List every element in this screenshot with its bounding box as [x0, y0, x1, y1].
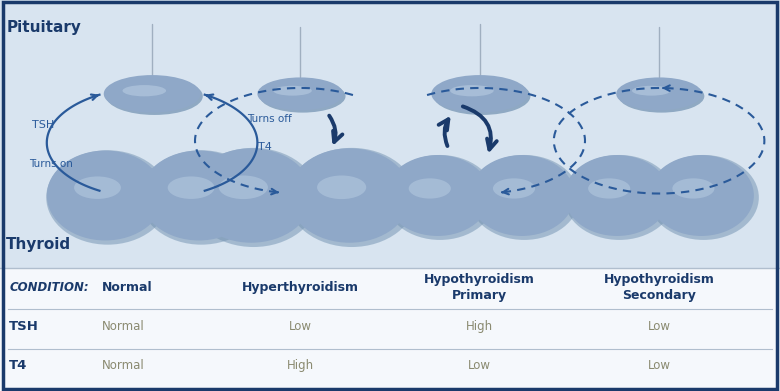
Ellipse shape: [385, 155, 490, 236]
Ellipse shape: [667, 204, 736, 228]
Ellipse shape: [46, 150, 169, 245]
Ellipse shape: [168, 176, 214, 199]
Text: Low: Low: [468, 359, 491, 372]
Ellipse shape: [288, 148, 411, 243]
Ellipse shape: [619, 80, 704, 113]
Ellipse shape: [470, 155, 574, 236]
Ellipse shape: [287, 148, 417, 247]
Ellipse shape: [564, 155, 669, 236]
Ellipse shape: [649, 155, 753, 236]
Bar: [0, 268, 780, 391]
Ellipse shape: [190, 148, 313, 243]
Ellipse shape: [317, 176, 367, 199]
Text: Normal: Normal: [101, 359, 144, 372]
Ellipse shape: [74, 176, 121, 199]
Text: Hypothyroidism
Secondary: Hypothyroidism Secondary: [604, 273, 714, 302]
Ellipse shape: [488, 204, 556, 228]
Ellipse shape: [385, 155, 495, 240]
Ellipse shape: [211, 205, 291, 233]
Ellipse shape: [434, 77, 530, 115]
Ellipse shape: [493, 178, 535, 199]
Bar: [0, 0, 780, 268]
Ellipse shape: [161, 204, 237, 231]
Ellipse shape: [583, 204, 651, 228]
Ellipse shape: [564, 155, 675, 240]
Text: High: High: [287, 359, 314, 372]
Text: TSH: TSH: [32, 120, 54, 130]
Text: Normal: Normal: [101, 320, 144, 333]
Text: T4: T4: [9, 359, 28, 372]
FancyBboxPatch shape: [637, 185, 681, 206]
Ellipse shape: [104, 75, 200, 113]
Text: CONDITION:: CONDITION:: [9, 281, 89, 294]
Ellipse shape: [140, 150, 263, 245]
Ellipse shape: [122, 85, 166, 96]
Ellipse shape: [47, 151, 164, 240]
FancyBboxPatch shape: [458, 185, 502, 206]
Ellipse shape: [67, 204, 144, 231]
Text: Low: Low: [647, 320, 671, 333]
Ellipse shape: [469, 155, 580, 240]
Text: Low: Low: [647, 359, 671, 372]
Ellipse shape: [616, 77, 702, 110]
Text: Turns off: Turns off: [246, 114, 292, 124]
Ellipse shape: [588, 178, 630, 199]
Text: Hyperthyroidism: Hyperthyroidism: [242, 281, 359, 294]
Text: Thyroid: Thyroid: [6, 237, 71, 252]
Text: Hypothyroidism
Primary: Hypothyroidism Primary: [424, 273, 535, 302]
Text: Low: Low: [289, 320, 312, 333]
Ellipse shape: [672, 178, 714, 199]
Ellipse shape: [648, 155, 759, 240]
Ellipse shape: [632, 86, 671, 96]
Ellipse shape: [189, 148, 318, 247]
Ellipse shape: [140, 151, 257, 240]
Text: High: High: [466, 320, 493, 333]
Ellipse shape: [409, 178, 451, 199]
Text: T4: T4: [258, 142, 272, 152]
Text: Pituitary: Pituitary: [6, 20, 81, 35]
Text: Turns on: Turns on: [29, 159, 73, 169]
Ellipse shape: [273, 86, 312, 96]
Ellipse shape: [257, 77, 343, 110]
Ellipse shape: [260, 80, 346, 113]
FancyBboxPatch shape: [275, 183, 325, 208]
Ellipse shape: [431, 75, 528, 113]
FancyBboxPatch shape: [128, 184, 176, 207]
Ellipse shape: [106, 77, 203, 115]
Ellipse shape: [403, 204, 472, 228]
Text: Normal: Normal: [101, 281, 152, 294]
Ellipse shape: [310, 205, 389, 233]
Ellipse shape: [218, 176, 268, 199]
Text: TSH: TSH: [9, 320, 39, 333]
Ellipse shape: [450, 85, 494, 96]
